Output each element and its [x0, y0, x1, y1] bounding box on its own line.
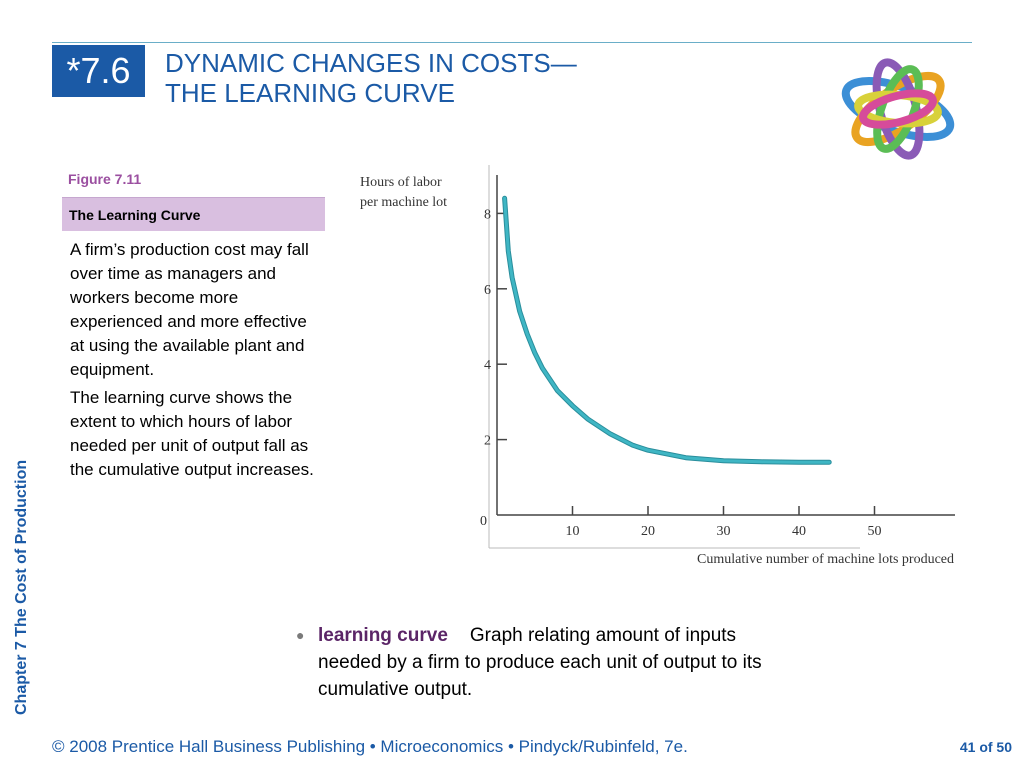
top-rule — [52, 42, 972, 43]
definition-block: ● learning curve Graph relating amount of… — [296, 622, 766, 703]
rings-logo-icon — [826, 44, 970, 174]
y-tick-label: 8 — [484, 207, 491, 222]
y-tick-label: 6 — [484, 283, 491, 298]
section-number-badge: *7.6 — [52, 45, 145, 97]
figure-title: The Learning Curve — [69, 207, 201, 223]
figure-number: Figure 7.11 — [68, 171, 142, 187]
y-axis-label-line2: per machine lot — [360, 195, 447, 210]
bullet-icon: ● — [296, 627, 305, 643]
x-tick-label: 50 — [868, 524, 882, 539]
x-tick-label: 20 — [641, 524, 655, 539]
x-tick-label: 40 — [792, 524, 806, 539]
slide-title: DYNAMIC CHANGES IN COSTS— THE LEARNING C… — [165, 48, 577, 108]
definition-text: Graph relating amount of inputs needed b… — [318, 625, 762, 700]
origin-label: 0 — [480, 514, 487, 529]
footer-copyright: © 2008 Prentice Hall Business Publishing… — [52, 737, 688, 756]
learning-curve-line-outline — [502, 195, 832, 465]
figure-paragraph-2: The learning curve shows the extent to w… — [70, 388, 314, 479]
chapter-side-label: Chapter 7 The Cost of Production — [8, 395, 36, 715]
y-tick-label: 2 — [484, 434, 491, 449]
x-tick-label: 30 — [717, 524, 731, 539]
figure-paragraph-1: A firm’s production cost may fall over t… — [70, 240, 309, 379]
page-number: 41 of 50 — [959, 739, 1012, 755]
y-axis-label-line1: Hours of labor — [360, 175, 442, 190]
figure-title-bar: The Learning Curve — [62, 197, 325, 231]
slide-title-line2: THE LEARNING CURVE — [165, 78, 455, 108]
definition-term: learning curve — [318, 625, 448, 646]
learning-curve-line — [503, 196, 831, 464]
x-axis-label: Cumulative number of machine lots produc… — [697, 552, 954, 567]
y-tick-label: 4 — [484, 358, 491, 373]
slide-title-line1: DYNAMIC CHANGES IN COSTS— — [165, 48, 577, 78]
x-tick-label: 10 — [566, 524, 580, 539]
figure-description: A firm’s production cost may fall over t… — [70, 238, 322, 486]
chapter-side-label-text: Chapter 7 The Cost of Production — [13, 459, 30, 715]
learning-curve-chart: Hours of labor per machine lot Cumulativ… — [340, 160, 970, 575]
